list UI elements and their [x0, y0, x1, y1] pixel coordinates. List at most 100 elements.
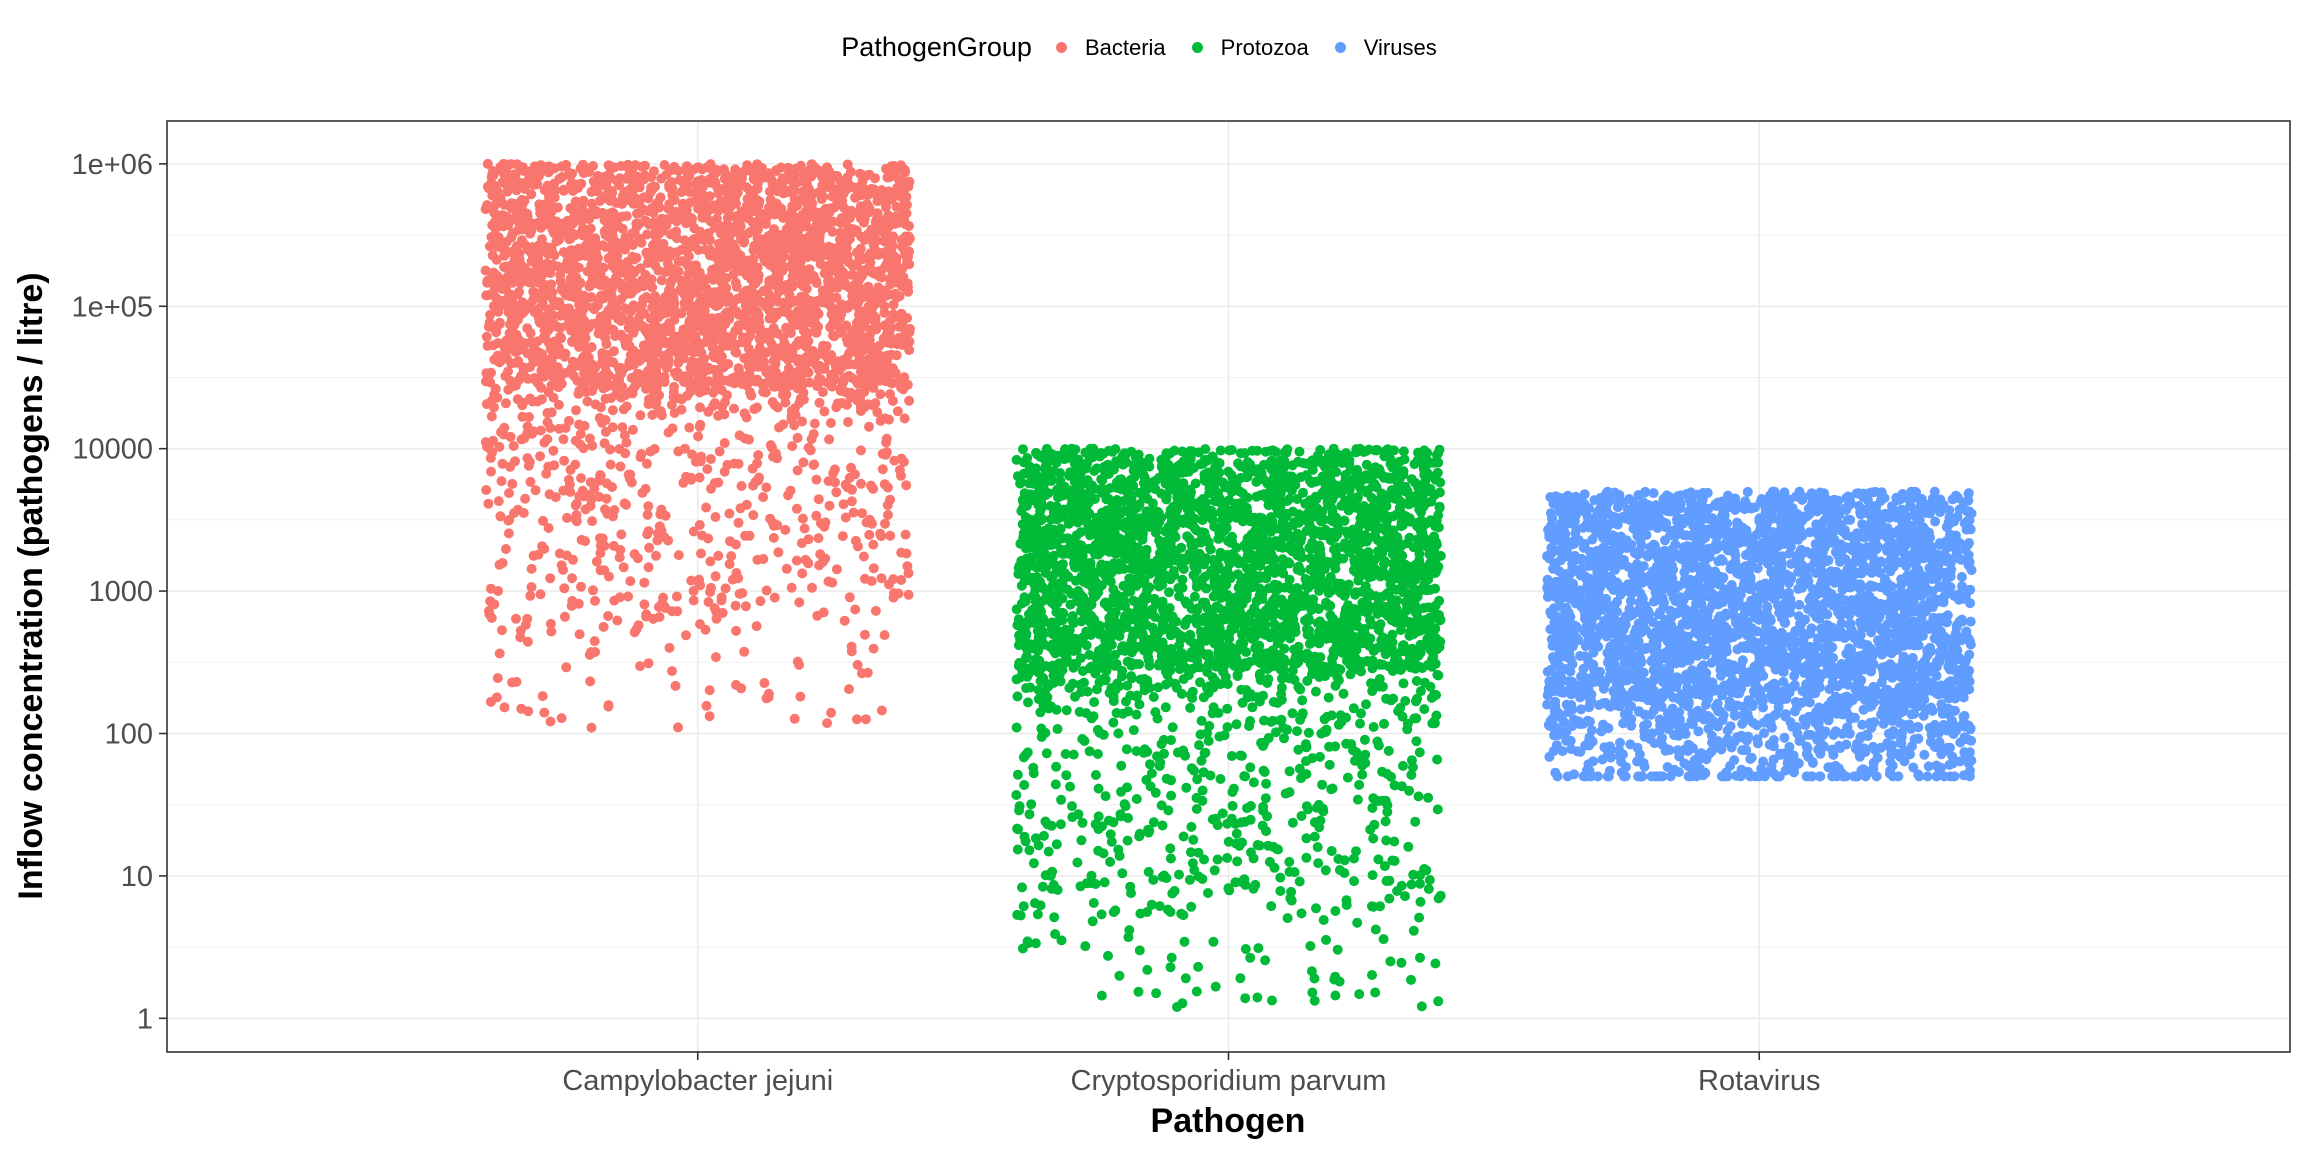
- data-point: [794, 354, 805, 365]
- data-point: [731, 625, 742, 636]
- data-point: [558, 185, 569, 196]
- data-point: [881, 202, 891, 213]
- data-point: [752, 183, 763, 194]
- data-point: [896, 470, 906, 481]
- data-point: [618, 562, 629, 573]
- legend-dot-viruses: [1334, 42, 1346, 53]
- data-point: [485, 453, 496, 463]
- data-point: [673, 308, 683, 318]
- data-point: [590, 233, 601, 244]
- data-point: [761, 482, 772, 493]
- data-point: [674, 175, 685, 185]
- data-point: [785, 214, 796, 225]
- data-point: [480, 437, 491, 448]
- data-point: [868, 643, 879, 654]
- data-point: [749, 206, 760, 217]
- data-point: [632, 196, 643, 207]
- data-point: [880, 518, 890, 529]
- data-point: [686, 356, 697, 367]
- data-point: [814, 397, 825, 408]
- data-point: [831, 402, 842, 413]
- data-point: [1164, 587, 1174, 598]
- data-point: [801, 221, 812, 232]
- data-point: [724, 508, 735, 519]
- data-point: [726, 551, 737, 562]
- legend-item-bacteria: Bacteria: [1055, 35, 1166, 61]
- data-point: [827, 226, 838, 237]
- data-point: [542, 417, 553, 428]
- data-point: [850, 604, 861, 615]
- data-point: [884, 316, 895, 327]
- data-point: [836, 229, 847, 240]
- data-point: [876, 705, 887, 716]
- data-point: [586, 722, 597, 733]
- data-point: [525, 228, 536, 239]
- data-point: [857, 508, 868, 519]
- data-point: [883, 509, 893, 520]
- data-point: [480, 204, 491, 215]
- data-point: [900, 283, 911, 294]
- data-point: [550, 492, 561, 503]
- data-point: [893, 588, 904, 599]
- data-point: [776, 258, 787, 269]
- data-point: [515, 371, 526, 382]
- data-point: [1097, 475, 1108, 486]
- data-point: [729, 403, 739, 414]
- data-point: [610, 302, 621, 313]
- data-point: [543, 167, 554, 178]
- data-point: [543, 304, 554, 315]
- data-point: [684, 264, 695, 275]
- data-point: [610, 242, 621, 253]
- data-point: [727, 298, 738, 309]
- data-point: [705, 323, 716, 334]
- data-point: [751, 194, 762, 205]
- data-point: [588, 585, 598, 596]
- data-point: [614, 552, 625, 563]
- data-point: [831, 487, 842, 498]
- data-point: [873, 354, 884, 365]
- data-point: [705, 454, 716, 464]
- data-point: [826, 707, 837, 718]
- data-point: [875, 415, 886, 426]
- data-point: [701, 700, 712, 711]
- data-point: [860, 714, 871, 725]
- data-point: [480, 265, 491, 276]
- data-point: [754, 342, 765, 353]
- data-point: [816, 184, 827, 195]
- data-point: [787, 346, 798, 357]
- data-point: [880, 233, 891, 244]
- data-point: [735, 214, 746, 225]
- data-point: [525, 299, 536, 309]
- data-point: [507, 478, 518, 489]
- data-point: [900, 326, 911, 337]
- data-point: [901, 480, 912, 491]
- data-point: [658, 296, 669, 307]
- legend: PathogenGroup Bacteria Protozoa Viruses: [0, 32, 2304, 63]
- data-point: [632, 553, 643, 564]
- data-point: [740, 530, 751, 541]
- data-point: [547, 287, 558, 298]
- data-point: [529, 161, 540, 172]
- data-point: [817, 387, 828, 398]
- data-point: [513, 504, 523, 515]
- data-point: [543, 318, 554, 328]
- data-point: [482, 375, 493, 386]
- data-point: [481, 331, 492, 342]
- data-point: [741, 270, 752, 281]
- data-point: [824, 500, 835, 511]
- data-point: [564, 234, 575, 245]
- data-point: [568, 269, 578, 280]
- data-point: [809, 418, 820, 429]
- data-point: [608, 346, 619, 357]
- data-point: [517, 400, 528, 411]
- data-point: [842, 337, 853, 348]
- data-point: [664, 642, 675, 653]
- data-point: [835, 327, 846, 338]
- data-point: [777, 173, 788, 184]
- data-point: [781, 563, 792, 574]
- data-point: [797, 568, 808, 579]
- data-point: [620, 448, 631, 459]
- data-point: [868, 539, 879, 550]
- data-point: [610, 331, 621, 341]
- data-point: [713, 300, 724, 310]
